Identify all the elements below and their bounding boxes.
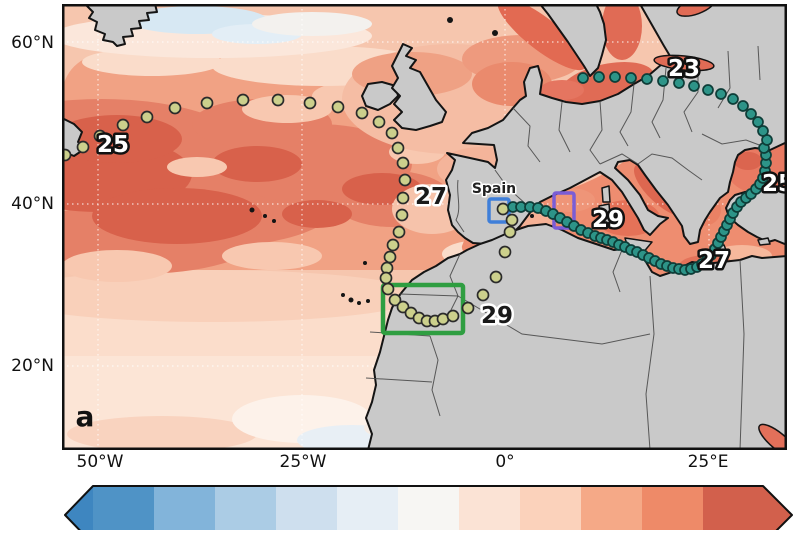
track-label-29-africa: 29 xyxy=(481,303,513,329)
trajectory-dot xyxy=(496,202,510,216)
trajectory-dot xyxy=(392,225,406,239)
trajectory-dot xyxy=(271,93,285,107)
trajectory-dot xyxy=(737,100,749,112)
colorbar-segment xyxy=(215,486,276,534)
trajectory-tracks xyxy=(58,71,773,328)
colorbar xyxy=(0,484,800,534)
colorbar-segment xyxy=(581,486,642,534)
colorbar-segment xyxy=(154,486,215,534)
trajectory-dot xyxy=(355,106,369,120)
colorbar-outline xyxy=(64,485,793,534)
trajectory-dot xyxy=(398,173,412,187)
track-label-25-atlantic: 25 xyxy=(97,132,129,158)
sardinia xyxy=(598,203,612,229)
trajectory-dot xyxy=(657,75,669,87)
trajectory-dot xyxy=(395,208,409,222)
trajectory-dot xyxy=(503,225,517,239)
trajectory-dot xyxy=(168,101,182,115)
trajectory-dot xyxy=(461,301,475,315)
colorbar-segment xyxy=(276,486,337,534)
trajectory-dot xyxy=(379,271,393,285)
trajectory-dot xyxy=(93,129,107,143)
map-canvas: 25 27 29 29 23 25 27 Spain a xyxy=(0,0,800,459)
trajectory-dot xyxy=(673,77,685,89)
great-britain xyxy=(391,43,447,131)
colorbar-segment xyxy=(520,486,581,534)
trajectory-dot xyxy=(609,71,621,83)
scandinavia xyxy=(539,3,607,77)
colorbar-segment xyxy=(642,486,703,534)
trajectory-dot xyxy=(688,80,700,92)
trajectory-dot xyxy=(625,72,637,84)
colorbar-segment xyxy=(459,486,520,534)
trajectory-dot xyxy=(236,93,250,107)
x-tick-25w: 25°W xyxy=(279,452,327,472)
trajectory-dot xyxy=(381,282,395,296)
colorbar-segment xyxy=(93,486,154,534)
trajectory-dot xyxy=(396,191,410,205)
trajectory-dot xyxy=(489,270,503,284)
trajectory-dot xyxy=(476,288,490,302)
trajectory-dot xyxy=(727,93,739,105)
graticule xyxy=(62,4,787,450)
atlantic-track xyxy=(58,93,519,328)
colorbar-under-arrow xyxy=(65,486,93,534)
trajectory-dot xyxy=(385,126,399,140)
cyprus xyxy=(757,237,771,246)
trajectory-dot xyxy=(715,88,727,100)
y-tick-20n: 20°N xyxy=(11,356,54,376)
trajectory-dot xyxy=(331,100,345,114)
greenland xyxy=(84,3,158,47)
x-tick-0: 0° xyxy=(495,452,515,472)
x-tick-50w: 50°W xyxy=(76,452,124,472)
trajectory-dot xyxy=(641,73,653,85)
y-tick-40n: 40°N xyxy=(11,194,54,214)
map-svg: 25 27 29 29 23 25 27 Spain a xyxy=(0,0,800,459)
track-label-25-blacksea: 25 xyxy=(762,171,787,197)
trajectory-dot xyxy=(577,72,589,84)
trajectory-dot xyxy=(752,116,764,128)
trajectory-dot xyxy=(200,96,214,110)
trajectory-dot xyxy=(391,141,405,155)
trajectory-dot xyxy=(593,71,605,83)
trajectory-dot xyxy=(498,245,512,259)
track-label-23-baltic: 23 xyxy=(668,56,700,82)
ireland xyxy=(361,81,399,111)
trajectory-dot xyxy=(76,140,90,154)
trajectory-dot xyxy=(757,125,769,137)
spain-label: Spain xyxy=(472,181,516,197)
trajectory-dot xyxy=(372,115,386,129)
map-border xyxy=(62,4,787,450)
panel-letter: a xyxy=(76,400,95,433)
trajectory-dot xyxy=(505,213,519,227)
trajectory-dot xyxy=(116,118,130,132)
colorbar-segment xyxy=(398,486,459,534)
corsica xyxy=(601,185,611,203)
colorbar-over-arrow xyxy=(703,486,792,534)
x-tick-25e: 25°E xyxy=(687,452,729,472)
trajectory-dot xyxy=(396,156,410,170)
mediterranean-track xyxy=(507,71,773,276)
trajectory-dot xyxy=(446,309,460,323)
y-tick-60n: 60°N xyxy=(11,33,54,53)
trajectory-dot xyxy=(745,108,757,120)
small-islands xyxy=(249,17,543,305)
trajectory-dot xyxy=(303,96,317,110)
trajectory-dot xyxy=(702,84,714,96)
trajectory-dot xyxy=(386,238,400,252)
track-label-29-med: 29 xyxy=(592,207,624,233)
trajectory-dot xyxy=(388,293,402,307)
track-label-27-eastmed: 27 xyxy=(698,248,730,274)
track-label-27-iberia: 27 xyxy=(415,184,447,210)
trajectory-dot xyxy=(140,110,154,124)
trajectory-dot xyxy=(383,250,397,264)
colorbar-svg xyxy=(64,485,793,534)
colorbar-segment xyxy=(337,486,398,534)
